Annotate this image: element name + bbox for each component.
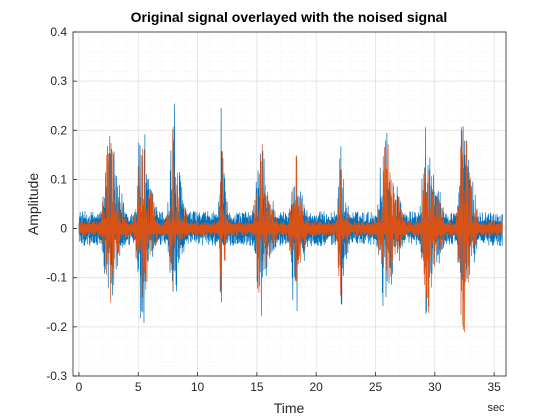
series-layer <box>78 103 503 333</box>
x-tick-label: 20 <box>310 380 324 394</box>
series-line-2 <box>78 129 503 333</box>
y-tick-label: -0.2 <box>46 320 67 334</box>
y-tick-label: 0.1 <box>50 172 67 186</box>
y-axis-label: Amplitude <box>25 173 41 235</box>
x-tick-label: 25 <box>369 380 383 394</box>
x-tick-label: 10 <box>191 380 205 394</box>
y-tick-label: 0 <box>60 222 67 236</box>
x-tick-label: 15 <box>250 380 264 394</box>
y-tick-label: 0.4 <box>50 25 67 39</box>
y-tick-label: 0.3 <box>50 74 67 88</box>
x-axis-unit: sec <box>487 402 505 414</box>
chart-title: Original signal overlayed with the noise… <box>131 9 448 25</box>
y-tick-label: -0.1 <box>46 271 67 285</box>
axes-box <box>72 31 507 377</box>
x-tick-label: 5 <box>135 380 142 394</box>
x-axis-label: Time <box>274 400 305 416</box>
y-tick-label: -0.3 <box>46 369 67 383</box>
y-tick-label: 0.2 <box>50 123 67 137</box>
x-tick-label: 0 <box>76 380 83 394</box>
x-tick-label: 30 <box>428 380 442 394</box>
ticks: 0 5 10 15 20 25 30 35 -0.3 -0.2 -0.1 0 0.1 0.2 0.3 0.4 <box>46 25 501 394</box>
x-tick-label: 35 <box>487 380 501 394</box>
